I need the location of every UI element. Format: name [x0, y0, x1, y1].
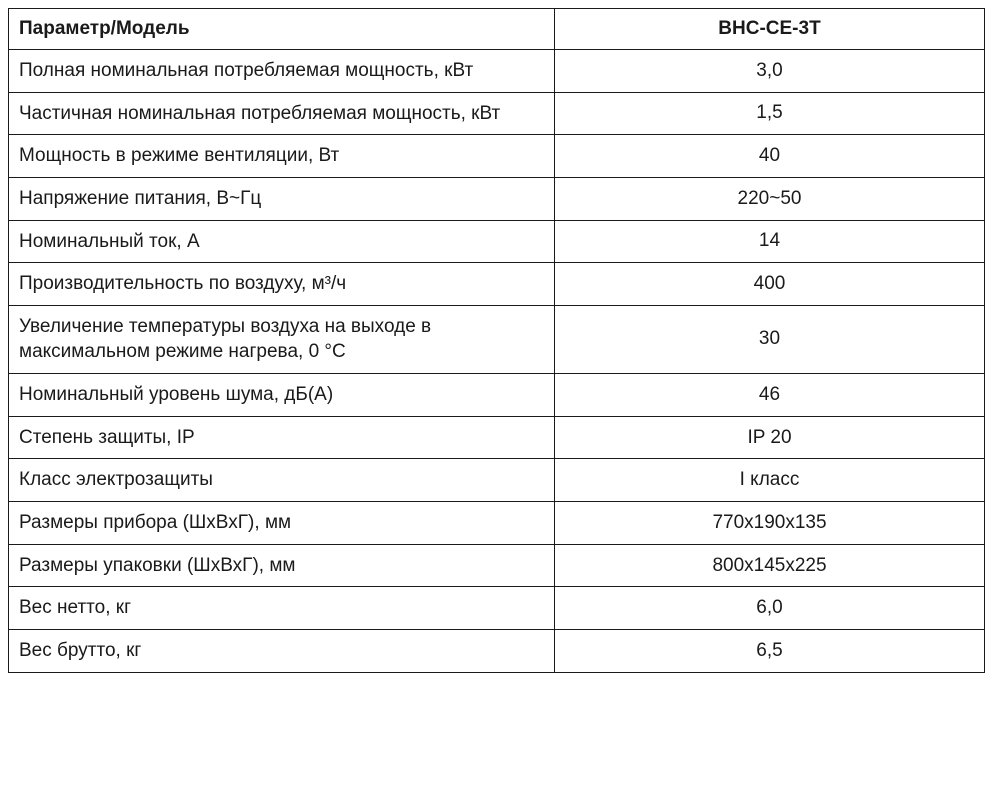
param-cell: Вес нетто, кг: [9, 587, 555, 630]
header-parameter: Параметр/Модель: [9, 9, 555, 50]
param-cell: Размеры упаковки (ШхВхГ), мм: [9, 544, 555, 587]
value-cell: 3,0: [555, 50, 985, 93]
value-cell: 46: [555, 374, 985, 417]
table-row: Вес нетто, кг 6,0: [9, 587, 985, 630]
table-row: Размеры прибора (ШхВхГ), мм 770х190х135: [9, 502, 985, 545]
value-cell: 770х190х135: [555, 502, 985, 545]
table-row: Полная номинальная потребляемая мощность…: [9, 50, 985, 93]
param-cell: Напряжение питания, В~Гц: [9, 177, 555, 220]
param-cell: Номинальный ток, А: [9, 220, 555, 263]
table-row: Напряжение питания, В~Гц 220~50: [9, 177, 985, 220]
table-body: Полная номинальная потребляемая мощность…: [9, 50, 985, 673]
param-cell: Размеры прибора (ШхВхГ), мм: [9, 502, 555, 545]
table-row: Вес брутто, кг 6,5: [9, 629, 985, 672]
value-cell: 6,5: [555, 629, 985, 672]
spec-table: Параметр/Модель BHC-CE-3T Полная номинал…: [8, 8, 985, 673]
table-row: Номинальный уровень шума, дБ(А) 46: [9, 374, 985, 417]
value-cell: 14: [555, 220, 985, 263]
table-header-row: Параметр/Модель BHC-CE-3T: [9, 9, 985, 50]
table-row: Производительность по воздуху, м³/ч 400: [9, 263, 985, 306]
header-model: BHC-CE-3T: [555, 9, 985, 50]
value-cell: 220~50: [555, 177, 985, 220]
param-cell: Полная номинальная потребляемая мощность…: [9, 50, 555, 93]
table-row: Частичная номинальная потребляемая мощно…: [9, 92, 985, 135]
table-row: Увеличение температуры воздуха на выходе…: [9, 305, 985, 373]
value-cell: 1,5: [555, 92, 985, 135]
value-cell: 6,0: [555, 587, 985, 630]
value-cell: 800х145х225: [555, 544, 985, 587]
param-cell: Класс электрозащиты: [9, 459, 555, 502]
param-cell: Вес брутто, кг: [9, 629, 555, 672]
param-cell: Увеличение температуры воздуха на выходе…: [9, 305, 555, 373]
table-row: Мощность в режиме вентиляции, Вт 40: [9, 135, 985, 178]
param-cell: Мощность в режиме вентиляции, Вт: [9, 135, 555, 178]
value-cell: 40: [555, 135, 985, 178]
param-cell: Производительность по воздуху, м³/ч: [9, 263, 555, 306]
param-cell: Номинальный уровень шума, дБ(А): [9, 374, 555, 417]
table-row: Размеры упаковки (ШхВхГ), мм 800х145х225: [9, 544, 985, 587]
value-cell: IP 20: [555, 416, 985, 459]
param-cell: Степень защиты, IP: [9, 416, 555, 459]
table-row: Класс электрозащиты I класс: [9, 459, 985, 502]
table-row: Номинальный ток, А 14: [9, 220, 985, 263]
value-cell: 30: [555, 305, 985, 373]
value-cell: 400: [555, 263, 985, 306]
param-cell: Частичная номинальная потребляемая мощно…: [9, 92, 555, 135]
table-row: Степень защиты, IP IP 20: [9, 416, 985, 459]
value-cell: I класс: [555, 459, 985, 502]
